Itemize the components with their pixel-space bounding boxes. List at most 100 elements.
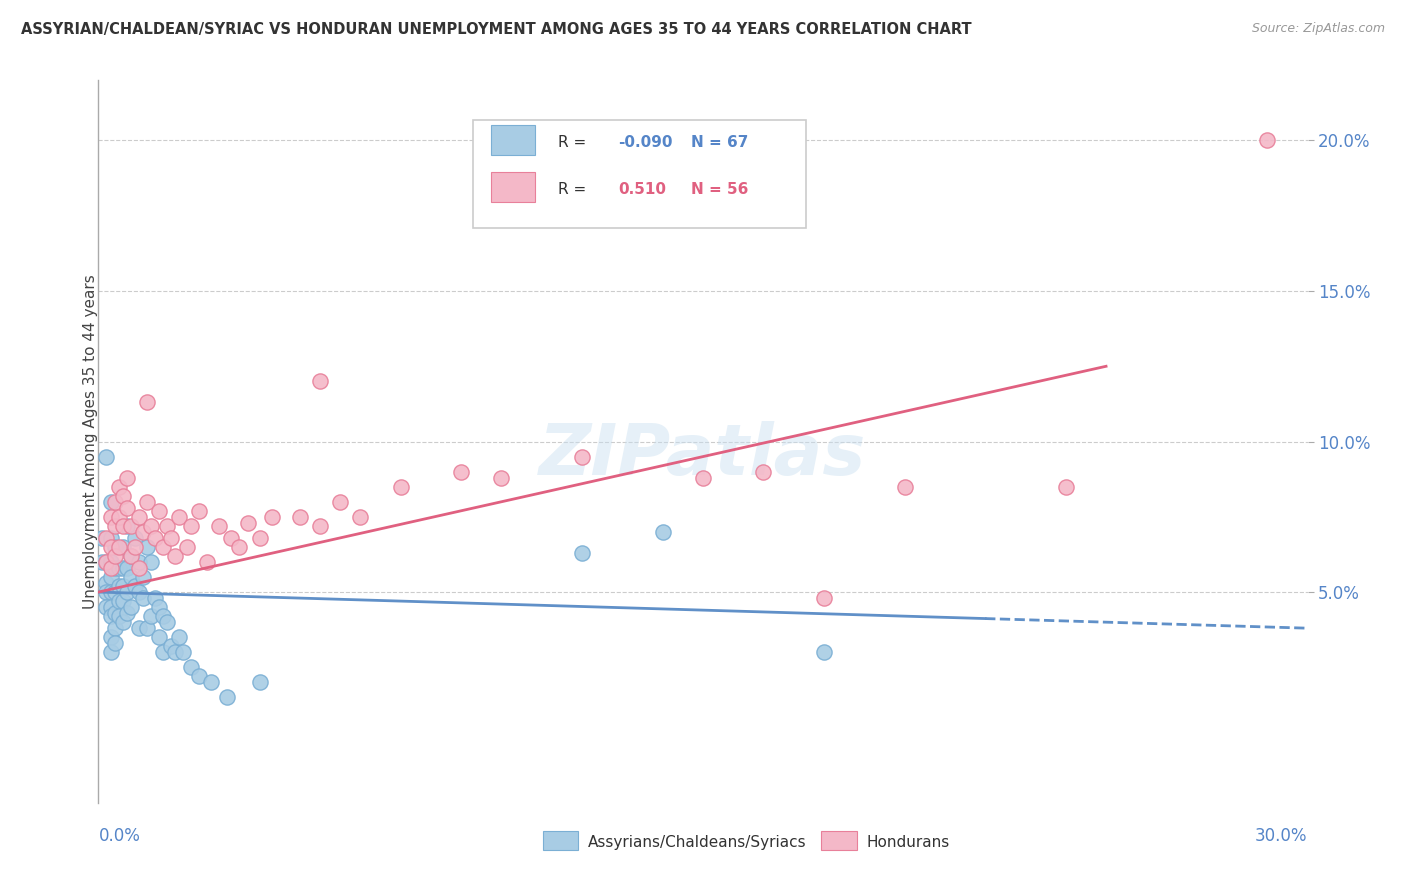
Point — [120, 570, 142, 584]
Text: Assyrians/Chaldeans/Syriacs: Assyrians/Chaldeans/Syriacs — [588, 835, 807, 850]
Point — [128, 509, 150, 524]
Point — [389, 480, 412, 494]
Point — [143, 531, 166, 545]
Point — [107, 609, 129, 624]
Point — [120, 549, 142, 563]
Point — [107, 579, 129, 593]
Point — [96, 555, 118, 569]
FancyBboxPatch shape — [492, 172, 534, 202]
Text: R =: R = — [558, 135, 591, 150]
Point — [128, 585, 150, 599]
Point — [172, 645, 194, 659]
Point — [115, 500, 138, 515]
Point — [156, 615, 179, 630]
Point — [571, 450, 593, 464]
Point — [450, 465, 472, 479]
Point — [176, 540, 198, 554]
FancyBboxPatch shape — [492, 125, 534, 155]
Y-axis label: Unemployment Among Ages 35 to 44 years: Unemployment Among Ages 35 to 44 years — [83, 274, 97, 609]
Point — [167, 630, 190, 644]
Point — [139, 609, 162, 624]
Point — [103, 585, 125, 599]
Point — [96, 555, 118, 569]
Point — [100, 509, 122, 524]
Text: 30.0%: 30.0% — [1256, 827, 1308, 845]
Point — [195, 555, 218, 569]
Point — [135, 494, 157, 508]
Point — [128, 555, 150, 569]
Point — [1256, 133, 1278, 147]
Point — [107, 480, 129, 494]
Text: N = 56: N = 56 — [690, 182, 748, 197]
Point — [163, 645, 186, 659]
Point — [228, 540, 250, 554]
Point — [128, 621, 150, 635]
Point — [115, 606, 138, 620]
Point — [111, 540, 134, 554]
Point — [107, 509, 129, 524]
Point — [167, 509, 190, 524]
Point — [208, 518, 231, 533]
Point — [752, 465, 775, 479]
Point — [107, 561, 129, 575]
Point — [100, 540, 122, 554]
Point — [143, 591, 166, 606]
Point — [124, 531, 146, 545]
Point — [180, 660, 202, 674]
Point — [152, 645, 174, 659]
Point — [103, 636, 125, 650]
Point — [571, 546, 593, 560]
Point — [111, 615, 134, 630]
Point — [152, 609, 174, 624]
Point — [103, 606, 125, 620]
Point — [309, 518, 332, 533]
Point — [96, 531, 118, 545]
Point — [135, 395, 157, 409]
Text: 0.510: 0.510 — [619, 182, 666, 197]
Point — [96, 585, 118, 599]
Point — [100, 609, 122, 624]
Point — [260, 509, 283, 524]
Text: Source: ZipAtlas.com: Source: ZipAtlas.com — [1251, 22, 1385, 36]
Point — [100, 555, 122, 569]
Point — [152, 540, 174, 554]
Point — [111, 561, 134, 575]
Point — [120, 549, 142, 563]
Point — [115, 585, 138, 599]
Point — [813, 645, 835, 659]
Point — [139, 555, 162, 569]
Point — [107, 594, 129, 608]
Point — [91, 531, 114, 545]
Text: -0.090: -0.090 — [619, 135, 673, 150]
Point — [103, 518, 125, 533]
Text: ASSYRIAN/CHALDEAN/SYRIAC VS HONDURAN UNEMPLOYMENT AMONG AGES 35 TO 44 YEARS CORR: ASSYRIAN/CHALDEAN/SYRIAC VS HONDURAN UNE… — [21, 22, 972, 37]
Point — [349, 509, 371, 524]
Point — [132, 570, 155, 584]
Point — [100, 531, 122, 545]
Point — [96, 576, 118, 591]
Point — [115, 470, 138, 484]
Point — [491, 470, 513, 484]
Point — [160, 531, 183, 545]
Point — [135, 540, 157, 554]
Point — [288, 509, 311, 524]
Point — [128, 561, 150, 575]
Point — [103, 549, 125, 563]
Text: 0.0%: 0.0% — [98, 827, 141, 845]
Point — [100, 494, 122, 508]
Point — [160, 639, 183, 653]
Point — [217, 690, 239, 705]
Point — [96, 450, 118, 464]
Point — [188, 504, 211, 518]
Point — [132, 591, 155, 606]
Point — [156, 518, 179, 533]
Point — [221, 531, 243, 545]
Text: R =: R = — [558, 182, 591, 197]
Text: Hondurans: Hondurans — [866, 835, 949, 850]
Point — [200, 675, 222, 690]
Point — [103, 621, 125, 635]
Point — [115, 518, 138, 533]
Point — [103, 494, 125, 508]
Point — [100, 585, 122, 599]
Point — [180, 518, 202, 533]
